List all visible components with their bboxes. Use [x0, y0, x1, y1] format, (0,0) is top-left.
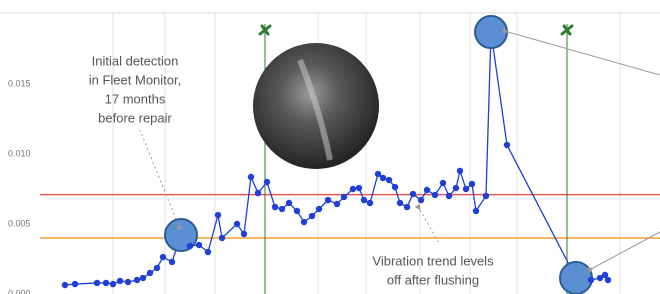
- y-tick-label: 0.005: [8, 218, 31, 228]
- point: [301, 219, 307, 225]
- annotation: 17 months: [105, 91, 166, 106]
- point: [432, 192, 438, 198]
- annotation-arrow: [508, 32, 660, 75]
- point: [356, 185, 362, 191]
- point: [140, 275, 146, 281]
- point: [279, 206, 285, 212]
- point: [125, 279, 131, 285]
- point: [588, 277, 594, 283]
- point: [386, 177, 392, 183]
- point: [483, 193, 489, 199]
- point: [469, 181, 475, 187]
- point: [440, 180, 446, 186]
- annotation: off after flushing: [387, 272, 479, 287]
- point: [255, 190, 261, 196]
- annotation: in Fleet Monitor,: [89, 72, 182, 87]
- point: [110, 281, 116, 287]
- point: [404, 204, 410, 210]
- point: [187, 243, 193, 249]
- point: [103, 280, 109, 286]
- point: [380, 175, 386, 181]
- point: [334, 201, 340, 207]
- point: [463, 186, 469, 192]
- y-tick-label: 0.015: [8, 78, 31, 88]
- annotation: Initial detection: [92, 53, 179, 68]
- point: [160, 254, 166, 260]
- point: [62, 282, 68, 288]
- point: [219, 235, 225, 241]
- point: [205, 249, 211, 255]
- point: [424, 187, 430, 193]
- point: [446, 193, 452, 199]
- point: [154, 265, 160, 271]
- point: [418, 197, 424, 203]
- point: [350, 186, 356, 192]
- point: [325, 197, 331, 203]
- point: [367, 200, 373, 206]
- highlight-marker: [475, 16, 507, 48]
- point: [117, 278, 123, 284]
- point: [473, 208, 479, 214]
- point: [272, 204, 278, 210]
- point: [248, 174, 254, 180]
- point: [134, 277, 140, 283]
- point: [392, 184, 398, 190]
- point: [94, 280, 100, 286]
- annotation-arrow: [420, 210, 440, 245]
- point: [264, 179, 270, 185]
- chart: 0.000 0.005 0.010 0.015 Initial detection in…: [0, 0, 660, 294]
- point: [410, 191, 416, 197]
- point: [341, 194, 347, 200]
- point: [316, 206, 322, 212]
- point: [234, 221, 240, 227]
- point: [457, 168, 463, 174]
- point: [286, 200, 292, 206]
- point: [309, 213, 315, 219]
- point: [147, 270, 153, 276]
- point: [397, 200, 403, 206]
- point: [196, 242, 202, 248]
- point: [605, 277, 611, 283]
- point: [169, 259, 175, 265]
- highlight-marker: [560, 262, 592, 294]
- annotation: before repair: [98, 110, 172, 125]
- y-tick-label: 0.010: [8, 148, 31, 158]
- point: [453, 185, 459, 191]
- point: [294, 208, 300, 214]
- point: [72, 281, 78, 287]
- point: [215, 212, 221, 218]
- point: [241, 231, 247, 237]
- point: [361, 197, 367, 203]
- annotation-arrow: [140, 130, 178, 224]
- y-tick-label: 0.000: [8, 288, 31, 294]
- point: [504, 142, 510, 148]
- point: [375, 171, 381, 177]
- annotation: Vibration trend levels: [372, 253, 494, 268]
